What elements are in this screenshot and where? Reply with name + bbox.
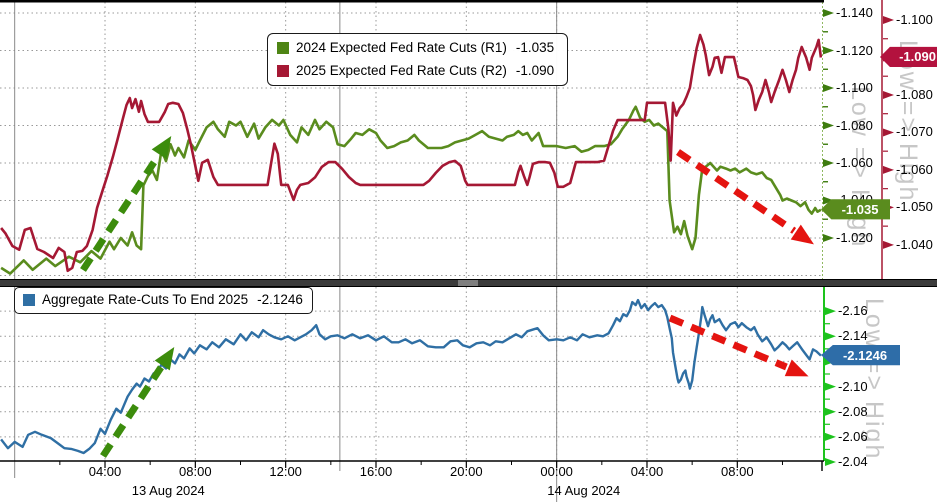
date-axis-label: 13 Aug 2024 — [131, 483, 205, 498]
axis-tick-arrow-icon — [883, 15, 894, 24]
time-axis-label: 00:00 — [540, 464, 573, 479]
r2-axis-tick-label: -1.100 — [896, 11, 933, 27]
time-axis-label: 08:00 — [721, 464, 754, 479]
time-axis-label: 04:00 — [630, 464, 664, 479]
axis-watermark-r2: Low => High — [894, 40, 922, 203]
r1-axis-tick-label: -1.140 — [836, 5, 873, 21]
last-price-badge-2024: -1.035 — [821, 199, 890, 220]
axis-tick-arrow-icon — [823, 121, 834, 130]
trend-arrow-down-head — [784, 359, 809, 377]
time-axis-label: 08:00 — [179, 464, 212, 479]
axis-tick-arrow-icon — [823, 9, 834, 18]
trend-arrow-up-shaft — [100, 365, 165, 458]
legend-swatch-aggregate-icon — [23, 293, 35, 306]
r2-axis-tick-label: -1.070 — [896, 124, 933, 140]
axis-tick-arrow-icon — [825, 382, 836, 391]
legend-label-aggregate: Aggregate Rate-Cuts To End 2025 — [42, 292, 249, 307]
legend-value-aggregate: -2.1246 — [257, 292, 303, 307]
axis-tick-arrow-icon — [823, 233, 834, 242]
top-legend[interactable]: 2024 Expected Fed Rate Cuts (R1) -1.035 … — [267, 33, 568, 86]
r1-axis-tick-label: -1.060 — [836, 154, 873, 170]
axis-tick-arrow-icon — [825, 432, 836, 441]
r2-axis-tick-label: -1.050 — [896, 199, 933, 215]
axis-tick-arrow-icon — [825, 458, 836, 467]
axis-watermark-r1: Low => High — [846, 86, 874, 249]
bottom-axis-tick-label: -2.10 — [838, 378, 868, 394]
axis-tick-arrow-icon — [825, 407, 836, 416]
time-axis-label: 04:00 — [88, 464, 122, 479]
axis-tick-arrow-icon — [825, 307, 836, 316]
axis-tick-arrow-icon — [883, 240, 894, 249]
date-axis-label: 14 Aug 2024 — [547, 483, 621, 498]
trend-arrow-up-head — [151, 135, 172, 160]
axis-tick-arrow-icon — [825, 332, 836, 341]
axis-tick-arrow-icon — [823, 158, 834, 167]
legend-label-2025: 2025 Expected Fed Rate Cuts (R2) — [296, 63, 507, 78]
trend-arrow-down-shaft — [676, 149, 797, 234]
trend-arrow-down-head — [790, 224, 814, 245]
legend-item-aggregate: Aggregate Rate-Cuts To End 2025 -2.1246 — [23, 288, 312, 311]
axis-tick-arrow-icon — [883, 128, 894, 137]
bottom-legend[interactable]: Aggregate Rate-Cuts To End 2025 -2.1246 — [14, 287, 313, 314]
last-price-badge-aggregate: -2.1246 — [821, 345, 900, 366]
legend-swatch-2025-icon — [277, 64, 289, 77]
legend-item-2024: 2024 Expected Fed Rate Cuts (R1) -1.035 — [277, 36, 567, 59]
axis-tick-arrow-icon — [883, 165, 894, 174]
axis-tick-arrow-icon — [823, 46, 834, 55]
series-2024-line — [0, 105, 822, 275]
time-axis-label: 20:00 — [450, 464, 483, 479]
r2-axis-tick-label: -1.060 — [896, 161, 933, 177]
axis-watermark-bottom: Low => High — [860, 298, 888, 461]
bottom-axis-tick-label: -2.14 — [838, 328, 868, 344]
trend-arrow-up-head — [154, 346, 175, 371]
r2-axis-tick-label: -1.080 — [896, 86, 933, 102]
chart-top-border — [0, 0, 824, 3]
last-price-badge-2025: -1.090 — [880, 46, 937, 68]
legend-item-2025: 2025 Expected Fed Rate Cuts (R2) -1.090 — [277, 59, 567, 82]
time-axis-label: 12:00 — [269, 464, 302, 479]
r1-axis-tick-label: -1.100 — [836, 80, 873, 96]
legend-value-2024: -1.035 — [515, 40, 555, 55]
series-2025-line — [0, 33, 822, 273]
trend-arrow-down-shaft — [668, 314, 788, 371]
bottom-axis-tick-label: -2.06 — [838, 428, 868, 444]
axis-tick-arrow-icon — [823, 196, 834, 205]
legend-swatch-2024-icon — [277, 41, 289, 54]
legend-value-2025: -1.090 — [515, 63, 555, 78]
bottom-axis-tick-label: -2.08 — [838, 403, 868, 419]
r1-axis-tick-label: -1.080 — [836, 117, 873, 133]
legend-label-2024: 2024 Expected Fed Rate Cuts (R1) — [296, 40, 507, 55]
axis-tick-arrow-icon — [823, 84, 834, 93]
bottom-axis-tick-label: -2.04 — [838, 454, 868, 469]
r1-axis-tick-label: -1.020 — [836, 229, 873, 245]
r2-axis-tick-label: -1.040 — [896, 236, 933, 252]
axis-tick-arrow-icon — [883, 90, 894, 99]
time-axis-label: 16:00 — [359, 464, 393, 479]
r1-axis-tick-label: -1.120 — [836, 42, 873, 58]
bottom-axis-tick-label: -2.16 — [838, 303, 868, 319]
